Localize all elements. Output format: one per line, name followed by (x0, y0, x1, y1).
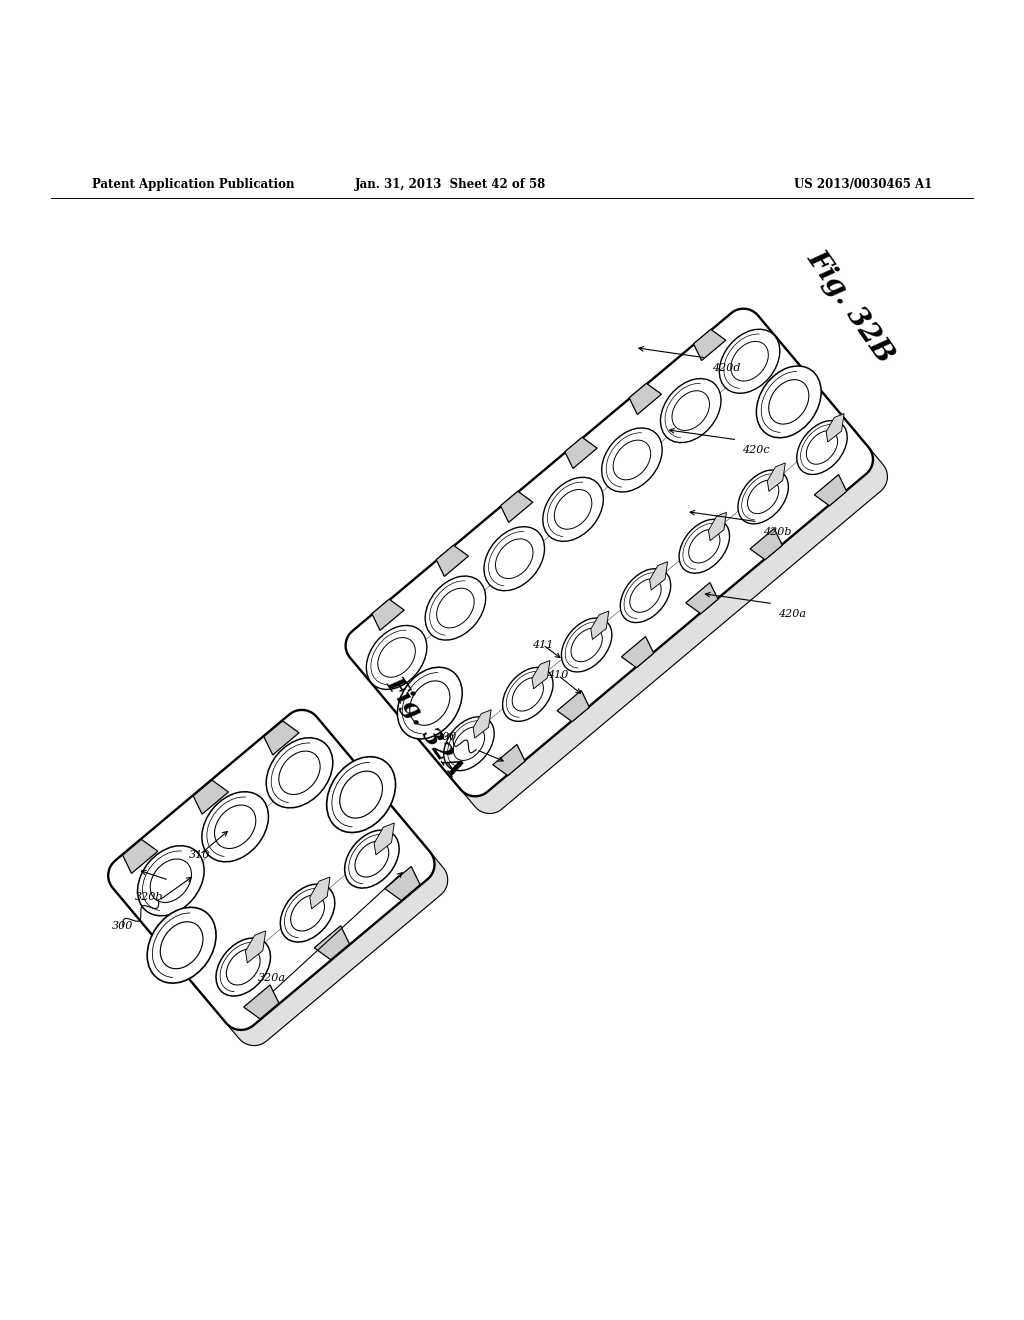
Polygon shape (360, 326, 888, 813)
Polygon shape (826, 413, 844, 442)
Polygon shape (767, 463, 785, 491)
Ellipse shape (757, 366, 821, 438)
Text: 420a: 420a (778, 609, 806, 619)
Polygon shape (374, 822, 394, 855)
Ellipse shape (679, 519, 729, 573)
Polygon shape (591, 611, 609, 639)
Ellipse shape (602, 428, 663, 492)
Text: 320a: 320a (257, 973, 286, 982)
Polygon shape (622, 636, 653, 668)
Polygon shape (436, 545, 469, 577)
Ellipse shape (202, 792, 268, 862)
Text: 400: 400 (435, 731, 456, 742)
Text: Jan. 31, 2013  Sheet 42 of 58: Jan. 31, 2013 Sheet 42 of 58 (355, 178, 546, 191)
Ellipse shape (281, 884, 335, 942)
Text: 420c: 420c (742, 445, 770, 455)
Polygon shape (194, 780, 228, 814)
Ellipse shape (216, 939, 270, 997)
Polygon shape (493, 744, 525, 776)
Polygon shape (709, 512, 726, 541)
Text: 411: 411 (532, 640, 553, 649)
Polygon shape (264, 721, 299, 755)
Polygon shape (122, 726, 447, 1045)
Ellipse shape (327, 756, 395, 833)
Polygon shape (565, 437, 597, 469)
Polygon shape (345, 309, 873, 796)
Ellipse shape (797, 421, 847, 474)
Ellipse shape (443, 717, 495, 771)
Polygon shape (310, 876, 330, 909)
Text: 310: 310 (189, 850, 210, 859)
Text: Fig. 32B: Fig. 32B (802, 246, 898, 368)
Ellipse shape (484, 527, 545, 591)
Text: US 2013/0030465 A1: US 2013/0030465 A1 (794, 178, 932, 191)
Ellipse shape (266, 738, 333, 808)
Ellipse shape (621, 569, 671, 623)
Polygon shape (372, 599, 404, 631)
Ellipse shape (397, 667, 462, 739)
Ellipse shape (738, 470, 788, 524)
Polygon shape (693, 329, 726, 360)
Text: Patent Application Publication: Patent Application Publication (92, 178, 295, 191)
Polygon shape (109, 710, 434, 1030)
Ellipse shape (137, 846, 204, 916)
Ellipse shape (345, 830, 399, 888)
Polygon shape (629, 383, 662, 414)
Ellipse shape (367, 626, 427, 689)
Polygon shape (473, 710, 492, 738)
Ellipse shape (561, 618, 612, 672)
Polygon shape (750, 528, 782, 560)
Polygon shape (385, 866, 420, 900)
Text: 320b: 320b (135, 892, 164, 903)
Ellipse shape (147, 907, 216, 983)
Polygon shape (557, 690, 590, 722)
Polygon shape (686, 582, 718, 614)
Text: 420b: 420b (763, 527, 792, 537)
Ellipse shape (660, 379, 721, 442)
Ellipse shape (425, 576, 485, 640)
Polygon shape (246, 931, 265, 962)
Text: 410: 410 (548, 671, 568, 680)
Polygon shape (244, 985, 279, 1019)
Ellipse shape (719, 329, 780, 393)
Polygon shape (814, 475, 847, 506)
Text: 300: 300 (113, 921, 133, 931)
Text: 420d: 420d (712, 363, 740, 374)
Ellipse shape (543, 478, 603, 541)
Polygon shape (532, 660, 550, 689)
Polygon shape (501, 491, 532, 523)
Polygon shape (314, 925, 349, 960)
Polygon shape (649, 562, 668, 590)
Polygon shape (123, 840, 158, 874)
Text: Fig. 32A: Fig. 32A (382, 672, 468, 781)
Ellipse shape (503, 668, 553, 721)
